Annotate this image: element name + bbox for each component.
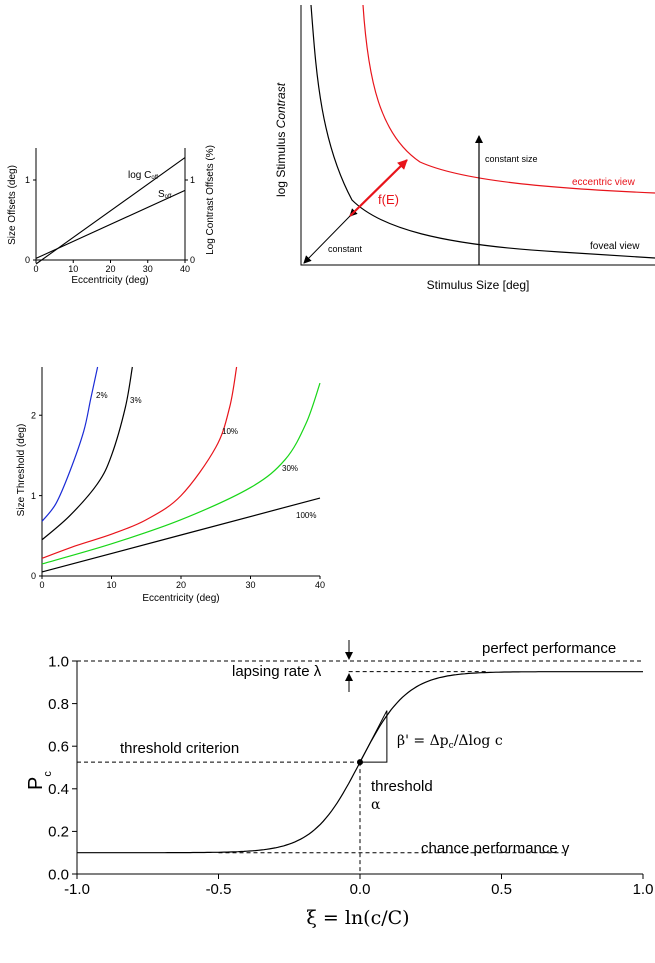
y-tick-label: 1 <box>25 175 30 185</box>
schematic-chart: constant constant size f(E) eccentric vi… <box>274 4 655 292</box>
y-tick-label: 0 <box>31 571 36 581</box>
size-threshold-y-label: Size Threshold (deg) <box>16 424 27 517</box>
alpha-label: α <box>371 797 381 813</box>
lapsing-rate-label: lapsing rate λ <box>232 663 322 680</box>
x-tick-label: 0 <box>39 580 44 590</box>
foveal-view-curve <box>310 4 655 259</box>
size-threshold-chart: 0 10 20 30 40 0 1 2 2% 3% 10% 30% 100% Eccentr… <box>16 366 325 604</box>
y-tick-label: 2 <box>31 410 36 420</box>
series-label-10pct: 10% <box>222 427 238 436</box>
threshold-series-line-100% <box>41 497 321 573</box>
fE-label: f(E) <box>378 192 399 207</box>
chance-performance-label: chance performance γ <box>421 840 570 857</box>
constant-label: constant <box>328 244 363 254</box>
x-tick-label: 40 <box>180 264 190 274</box>
y-tick-label: 1 <box>31 491 36 501</box>
series-label-2pct: 2% <box>96 391 108 400</box>
threshold-criterion-label: threshold criterion <box>120 740 239 757</box>
x-tick-label: 40 <box>315 580 325 590</box>
x-tick-label: 20 <box>176 580 186 590</box>
offsets-axes <box>35 148 186 261</box>
threshold-label: threshold <box>371 778 433 795</box>
size-threshold-axes <box>41 367 320 577</box>
y-right-tick-label: 0 <box>190 255 195 265</box>
y-tick-label: 0.8 <box>48 696 69 713</box>
y-tick-label: 1.0 <box>48 653 69 670</box>
eccentric-view-label: eccentric view <box>572 177 636 188</box>
psychometric-y-label: Pc <box>25 771 54 790</box>
eccentric-view-curve <box>362 4 655 194</box>
y-tick-label: 0 <box>25 255 30 265</box>
x-tick-label: -1.0 <box>64 881 90 898</box>
x-tick-label: 1.0 <box>633 881 654 898</box>
perfect-performance-label: perfect performance <box>482 640 616 657</box>
slope-triangle <box>359 710 388 763</box>
series-label-100pct: 100% <box>296 511 316 520</box>
x-tick-label: 10 <box>106 580 116 590</box>
x-tick-label: 10 <box>68 264 78 274</box>
offsets-y-right-label: Log Contrast Offsets (%) <box>205 145 216 255</box>
beta-label: β' = Δpc/Δlog c <box>397 733 503 751</box>
psychometric-x-label: ξ = ln(c/C) <box>306 907 409 929</box>
x-tick-label: 30 <box>143 264 153 274</box>
size-threshold-x-label: Eccentricity (deg) <box>142 593 219 604</box>
y-right-tick-label: 1 <box>190 175 195 185</box>
offsets-series-line-0 <box>35 157 186 265</box>
series-label-3pct: 3% <box>130 396 142 405</box>
fE-arrow <box>349 159 408 217</box>
threshold-series-line-10% <box>41 366 238 559</box>
x-tick-label: 0.5 <box>491 881 512 898</box>
psychometric-chart: -1.0 -0.5 0.0 0.5 1.0 0.0 0.2 0.4 0.6 0.8 1.0 per… <box>25 640 653 929</box>
y-tick-label: 0.4 <box>48 781 69 798</box>
schematic-axes <box>300 5 655 266</box>
x-tick-label: 30 <box>245 580 255 590</box>
threshold-series-line-3% <box>41 366 133 541</box>
foveal-view-label: foveal view <box>590 241 640 252</box>
offsets-y-label: Size Offsets (deg) <box>7 165 18 245</box>
offsets-x-label: Eccentricity (deg) <box>71 275 148 286</box>
schematic-y-label: log Stimulus Contrast <box>274 82 288 197</box>
schematic-x-label: Stimulus Size [deg] <box>427 278 530 292</box>
constant-size-label: constant size <box>485 154 538 164</box>
threshold-series-line-2% <box>41 366 99 522</box>
constant-arrow <box>303 208 358 264</box>
x-tick-label: -0.5 <box>206 881 232 898</box>
y-tick-label: 0.0 <box>48 866 69 883</box>
threshold-point <box>357 759 363 766</box>
x-tick-label: 0.0 <box>350 881 371 898</box>
x-tick-label: 0 <box>33 264 38 274</box>
offsets-series-label-Soff: Soff <box>158 189 172 200</box>
offsets-series-line-1 <box>35 189 186 259</box>
y-tick-label: 0.2 <box>48 824 69 841</box>
y-tick-label: 0.6 <box>48 738 69 755</box>
series-label-30pct: 30% <box>282 464 298 473</box>
x-tick-label: 20 <box>105 264 115 274</box>
offsets-series-label-logC: log Coff <box>128 170 158 181</box>
threshold-series-line-30% <box>41 382 321 565</box>
